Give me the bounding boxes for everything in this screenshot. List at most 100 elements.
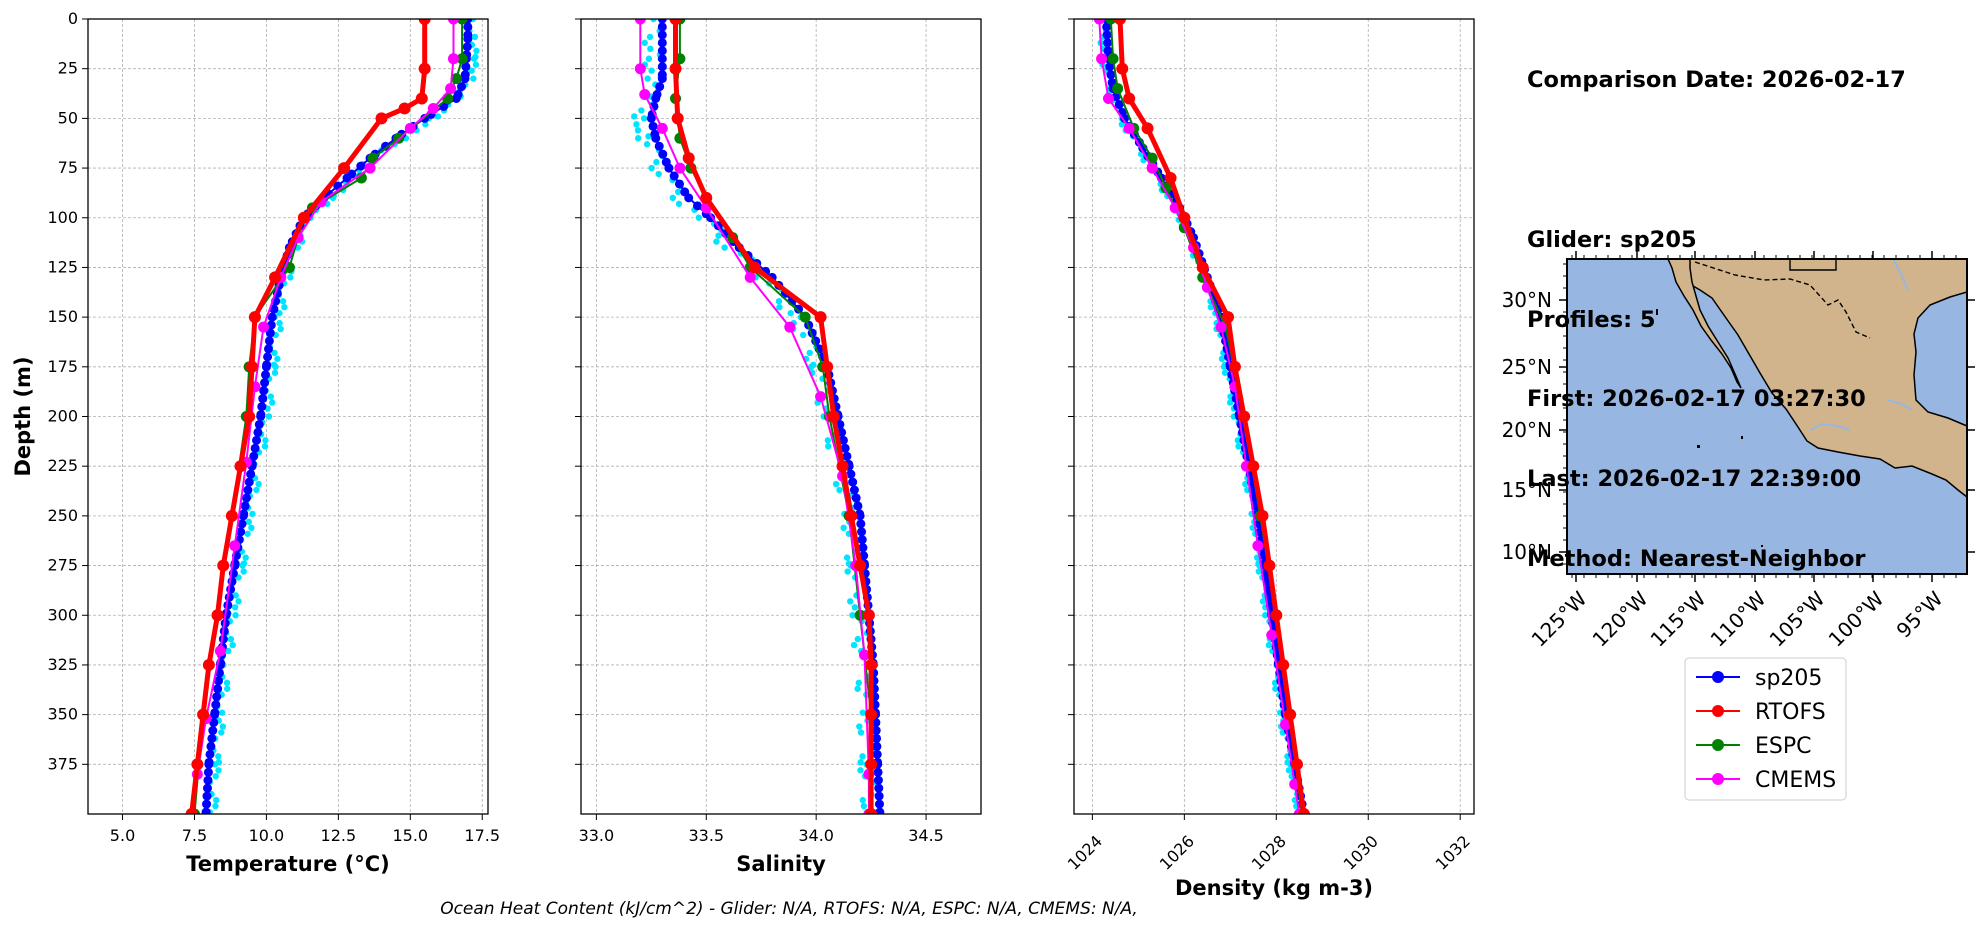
- series-point-sp205: [260, 378, 270, 388]
- glider-scatter-point: [229, 641, 236, 649]
- series-point-sp205: [342, 173, 352, 183]
- series-point-sp205: [669, 171, 679, 181]
- glider-scatter-point: [844, 568, 851, 575]
- glider-scatter-point: [640, 115, 648, 122]
- glider-scatter-point: [272, 363, 279, 371]
- series-point-sp205: [871, 726, 881, 736]
- series-point-sp205: [261, 362, 271, 372]
- glider-scatter-point: [857, 759, 864, 766]
- glider-scatter-point: [847, 598, 854, 605]
- series-point-cmems: [1102, 93, 1114, 104]
- series-point-rtofs: [845, 509, 858, 522]
- series-point-sp205: [210, 710, 220, 720]
- series-point-rtofs: [1247, 460, 1260, 473]
- method: Method: Nearest-Neighbor: [1527, 545, 1866, 572]
- glider-scatter-point: [630, 113, 638, 120]
- series-point-sp205: [254, 419, 264, 429]
- series-point-sp205: [242, 493, 252, 503]
- series-point-sp205: [658, 149, 668, 159]
- series-point-sp205: [203, 775, 213, 785]
- series-point-rtofs: [297, 211, 310, 224]
- legend-label: RTOFS: [1755, 700, 1826, 725]
- axes-frame: [580, 18, 982, 815]
- map-land-mainland: [1666, 259, 1967, 498]
- legend-label: CMEMS: [1755, 768, 1836, 793]
- series-point-sp205: [848, 477, 858, 487]
- legend-swatch-marker: [1712, 773, 1724, 785]
- map-river: [1892, 259, 1909, 291]
- series-point-cmems: [639, 89, 651, 101]
- series-point-rtofs: [1164, 172, 1177, 184]
- y-tick-label: 75: [58, 158, 78, 177]
- series-point-sp205: [873, 775, 883, 785]
- series-point-rtofs: [191, 758, 204, 771]
- series-point-rtofs: [1284, 708, 1297, 721]
- series-point-cmems: [447, 53, 459, 65]
- comparison-date: Comparison Date: 2026-02-17: [1527, 67, 1906, 94]
- y-tick-label: 375: [47, 754, 78, 773]
- legend-swatch-marker: [1712, 671, 1724, 683]
- glider-scatter-point: [239, 562, 246, 569]
- glider-scatter-point: [843, 554, 851, 561]
- series-point-sp205: [253, 427, 263, 437]
- series-point-sp205: [872, 741, 882, 751]
- glider-scatter-point: [713, 238, 720, 245]
- glider-scatter-point: [851, 604, 859, 611]
- glider-scatter-point: [695, 214, 703, 221]
- series-line-cmems: [639, 19, 870, 814]
- series-point-sp205: [237, 519, 247, 529]
- x-tick-label: 5.0: [110, 826, 135, 845]
- series-point-sp205: [246, 469, 256, 479]
- glider-scatter-point: [808, 363, 815, 371]
- glider-scatter-point: [468, 67, 475, 74]
- series-point-rtofs: [862, 609, 875, 622]
- series-point-cmems: [1215, 321, 1227, 333]
- series-point-sp205: [207, 733, 217, 743]
- series-point-sp205: [206, 741, 216, 751]
- glider-scatter-point: [276, 309, 283, 317]
- y-tick-label: 225: [47, 456, 78, 475]
- glider-scatter-point: [721, 244, 728, 251]
- glider-scatter-point: [244, 530, 251, 537]
- series-point-rtofs: [375, 112, 388, 125]
- series-point-rtofs: [418, 62, 431, 75]
- glider-scatter-point: [645, 55, 653, 62]
- glider-scatter-point: [231, 604, 239, 611]
- series-point-rtofs: [1238, 410, 1251, 423]
- chart-panel-1: 33.0 33.5 34.0 34.5 Salinity: [575, 18, 982, 876]
- glider-scatter-point: [281, 303, 288, 311]
- glider-scatter-point: [1218, 355, 1226, 363]
- series-point-sp205: [874, 799, 884, 809]
- series-point-rtofs: [269, 271, 282, 284]
- series-point-cmems: [1252, 540, 1264, 552]
- chart-panel-0: 5.0 7.5 10.0 12.5 15.0 17.5 0 25 50 75 100 125 150 17…: [11, 9, 500, 876]
- series-point-rtofs: [1277, 658, 1290, 671]
- x-tick-label: 1032: [1432, 832, 1474, 874]
- series-point-rtofs: [243, 410, 256, 423]
- series-point-cmems: [744, 271, 756, 283]
- glider-scatter-point: [648, 164, 655, 172]
- series-point-rtofs: [1263, 559, 1276, 572]
- x-axis-label: Temperature (°C): [186, 852, 389, 876]
- series-point-sp205: [842, 451, 852, 461]
- glider-scatter-point: [271, 349, 278, 357]
- series-point-sp205: [381, 141, 391, 151]
- series-point-rtofs: [246, 360, 259, 373]
- glider-scatter-point: [645, 133, 652, 140]
- glider-scatter-point: [1259, 598, 1267, 605]
- series-point-rtofs: [836, 460, 849, 473]
- series-point-rtofs: [248, 311, 261, 324]
- y-tick-label: 350: [47, 705, 78, 724]
- series-point-sp205: [208, 726, 218, 736]
- y-tick-label: 275: [47, 556, 78, 575]
- legend-label: ESPC: [1755, 734, 1812, 759]
- series-point-rtofs: [185, 808, 198, 814]
- glider-scatter-point: [854, 635, 861, 643]
- glider-scatter-point: [473, 47, 480, 54]
- legend-swatch-marker: [1712, 705, 1724, 717]
- glider-scatter-point: [277, 325, 284, 333]
- glider-scatter-point: [850, 641, 858, 649]
- glider-scatter-point: [776, 303, 783, 311]
- glider-scatter-point: [824, 437, 832, 444]
